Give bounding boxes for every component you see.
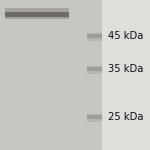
Bar bbox=[87, 67, 102, 71]
Text: 35 kDa: 35 kDa bbox=[108, 64, 143, 74]
Bar bbox=[87, 114, 102, 122]
Text: 45 kDa: 45 kDa bbox=[108, 31, 143, 41]
Text: 25 kDa: 25 kDa bbox=[108, 112, 144, 122]
Bar bbox=[87, 33, 102, 40]
Bar bbox=[4, 12, 69, 17]
Bar bbox=[4, 8, 69, 19]
Bar bbox=[0, 0, 102, 150]
Bar bbox=[87, 34, 102, 38]
Bar bbox=[87, 115, 102, 119]
Bar bbox=[87, 66, 102, 74]
Bar bbox=[102, 0, 150, 150]
